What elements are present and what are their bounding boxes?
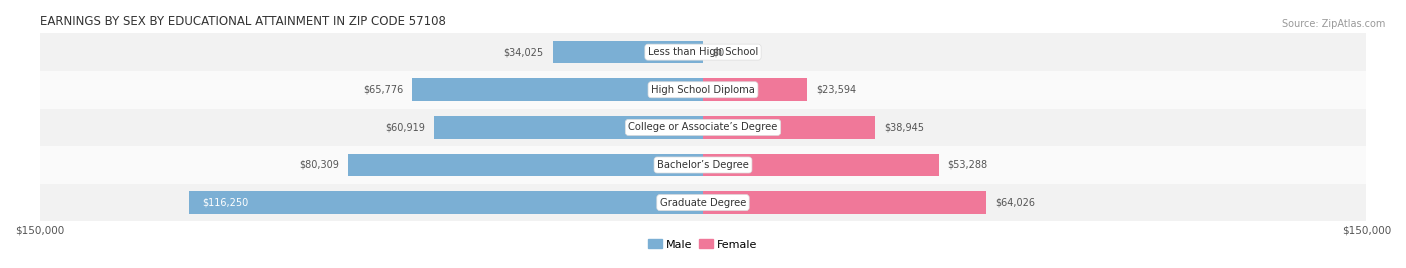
Bar [39, 33, 1367, 71]
Bar [412, 79, 703, 101]
Bar [703, 191, 986, 214]
Text: $0: $0 [711, 47, 724, 57]
Bar [39, 109, 1367, 146]
Text: $80,309: $80,309 [299, 160, 339, 170]
Bar [39, 71, 1367, 109]
Text: Source: ZipAtlas.com: Source: ZipAtlas.com [1281, 19, 1385, 29]
Text: $34,025: $34,025 [503, 47, 544, 57]
Text: $53,288: $53,288 [948, 160, 987, 170]
Bar [703, 154, 939, 176]
Text: College or Associate’s Degree: College or Associate’s Degree [628, 122, 778, 132]
Text: $60,919: $60,919 [385, 122, 425, 132]
Text: $23,594: $23,594 [817, 85, 856, 95]
Bar [433, 116, 703, 139]
Text: $116,250: $116,250 [202, 198, 249, 208]
Bar [188, 191, 703, 214]
Bar [703, 79, 807, 101]
Legend: Male, Female: Male, Female [648, 239, 758, 250]
Text: High School Diploma: High School Diploma [651, 85, 755, 95]
Bar [347, 154, 703, 176]
Text: Graduate Degree: Graduate Degree [659, 198, 747, 208]
Text: $64,026: $64,026 [995, 198, 1035, 208]
Text: Less than High School: Less than High School [648, 47, 758, 57]
Bar [553, 41, 703, 64]
Text: EARNINGS BY SEX BY EDUCATIONAL ATTAINMENT IN ZIP CODE 57108: EARNINGS BY SEX BY EDUCATIONAL ATTAINMEN… [39, 15, 446, 28]
Text: Bachelor’s Degree: Bachelor’s Degree [657, 160, 749, 170]
Text: $65,776: $65,776 [363, 85, 404, 95]
Bar [39, 146, 1367, 184]
Bar [39, 184, 1367, 221]
Text: $38,945: $38,945 [884, 122, 924, 132]
Bar [703, 116, 875, 139]
